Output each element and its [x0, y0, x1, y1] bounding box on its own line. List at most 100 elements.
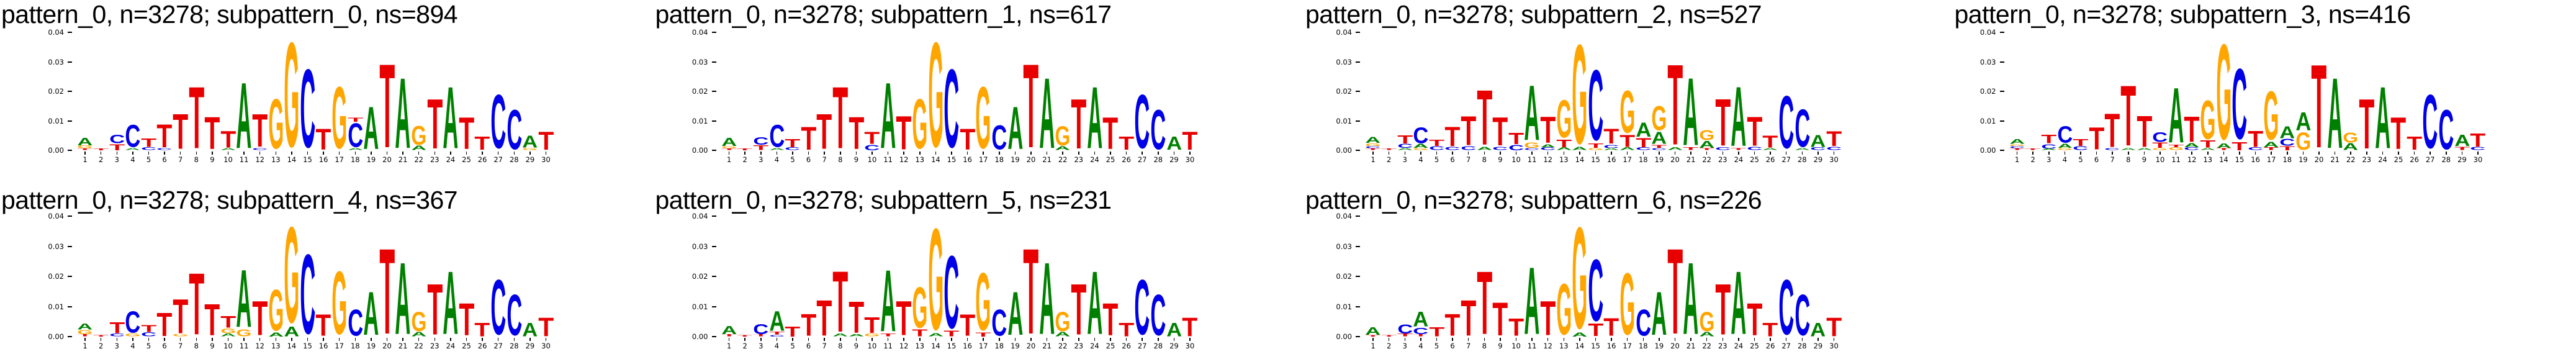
logo-column: A	[2375, 83, 2391, 150]
logo-column: C	[1134, 276, 1150, 337]
x-tick-mark	[1014, 152, 1016, 155]
x-tick-label: 30	[2473, 155, 2483, 164]
logo-letter-T: T	[2041, 134, 2056, 143]
svg-text:T: T	[2391, 116, 2407, 150]
svg-text:G: G	[1588, 148, 1603, 150]
logo-letter-C: C	[2153, 132, 2168, 142]
logo-column: T	[538, 130, 554, 150]
logo-column: A	[1651, 289, 1667, 337]
x-tick-label: 17	[335, 342, 344, 350]
x-tick-mark	[418, 338, 420, 341]
svg-text:T: T	[2216, 148, 2231, 150]
logo-column: T	[816, 112, 832, 150]
logo-letter-C: C	[125, 310, 140, 334]
svg-text:A: A	[1699, 332, 1714, 337]
logo-letter-A: A	[1731, 267, 1746, 337]
svg-text:T: T	[1699, 148, 1714, 150]
logo-letter-A: A	[1540, 144, 1556, 148]
svg-text:G: G	[2153, 148, 2168, 150]
logo-letter-A: A	[522, 135, 538, 148]
logo-letter-T: T	[141, 325, 156, 332]
logo-column: T	[1182, 316, 1198, 337]
y-tick-mark	[1356, 61, 1360, 63]
x-tick-label: 27	[493, 342, 503, 350]
logo-letter-A: A	[284, 326, 299, 337]
logo-letter-T: T	[1763, 135, 1778, 148]
logo-letter-G: G	[2153, 148, 2168, 150]
svg-text:T: T	[1429, 139, 1444, 146]
logo-letter-A: A	[2184, 143, 2200, 147]
x-tick-label: 5	[146, 342, 151, 350]
y-tick-mark	[711, 91, 716, 92]
logo-letter-C: C	[769, 124, 785, 148]
svg-text:T: T	[721, 148, 737, 150]
x-tick-label: 23	[1718, 342, 1727, 350]
x-tick-label: 7	[822, 342, 827, 350]
x-tick-label: 5	[790, 155, 795, 164]
x-tick-label: 15	[1591, 155, 1600, 164]
y-tick-label: 0.01	[1979, 116, 1996, 125]
logo-letter-G: G	[125, 334, 140, 337]
svg-text:T: T	[1461, 297, 1476, 337]
svg-text:T: T	[832, 267, 848, 334]
x-tick-mark	[434, 152, 436, 155]
logo-column: T	[93, 335, 109, 337]
y-tick-mark	[1999, 32, 2004, 33]
x-tick-label: 10	[2155, 155, 2165, 164]
x-tick-label: 16	[318, 342, 328, 350]
logo-letter-T: T	[721, 334, 737, 337]
logo-column: A	[1166, 322, 1182, 337]
x-tick-label: 15	[1591, 342, 1600, 350]
x-tick-mark	[227, 338, 229, 341]
x-tick-mark	[513, 152, 515, 155]
logo-letter-A: A	[2137, 148, 2152, 150]
x-tick-label: 22	[1702, 342, 1711, 350]
logo-letter-T: T	[459, 301, 474, 337]
x-tick-mark	[1738, 152, 1739, 155]
x-tick-label: 9	[1498, 342, 1503, 350]
svg-text:A: A	[2264, 142, 2279, 148]
x-tick-label: 11	[883, 155, 893, 164]
panel-title: pattern_0, n=3278; subpattern_2, ns=527	[1305, 0, 1762, 29]
x-tick-label: 18	[994, 155, 1004, 164]
x-tick-label: 25	[462, 342, 471, 350]
x-tick-label: 25	[1106, 155, 1115, 164]
logo-letter-T: T	[976, 332, 991, 337]
svg-text:T: T	[1492, 301, 1508, 337]
x-tick-label: 9	[2141, 155, 2147, 164]
svg-text:G: G	[284, 35, 299, 150]
svg-text:T: T	[1747, 301, 1762, 337]
svg-text:C: C	[944, 251, 960, 331]
x-tick-label: 15	[2235, 155, 2245, 164]
logo-letter-A: A	[2216, 143, 2231, 148]
logo-letter-G: G	[2009, 144, 2025, 147]
svg-text:T: T	[427, 281, 443, 337]
svg-text:T: T	[2248, 130, 2263, 148]
svg-text:T: T	[1540, 299, 1556, 337]
logo-letter-C: C	[753, 324, 768, 334]
svg-text:G: G	[976, 83, 991, 150]
logo-letter-C: C	[944, 64, 960, 150]
x-tick-mark	[966, 152, 968, 155]
svg-text:G: G	[1556, 98, 1572, 139]
logo-letter-T: T	[1588, 323, 1603, 337]
svg-text:C: C	[769, 124, 785, 148]
svg-text:T: T	[204, 302, 220, 337]
logo-column: T	[379, 58, 395, 150]
svg-text:T: T	[2184, 115, 2200, 143]
logo-column: T	[2025, 148, 2041, 150]
logo-letter-A: A	[2327, 73, 2343, 150]
logo-column: T	[252, 299, 268, 337]
logo-letter-A: A	[363, 104, 379, 150]
